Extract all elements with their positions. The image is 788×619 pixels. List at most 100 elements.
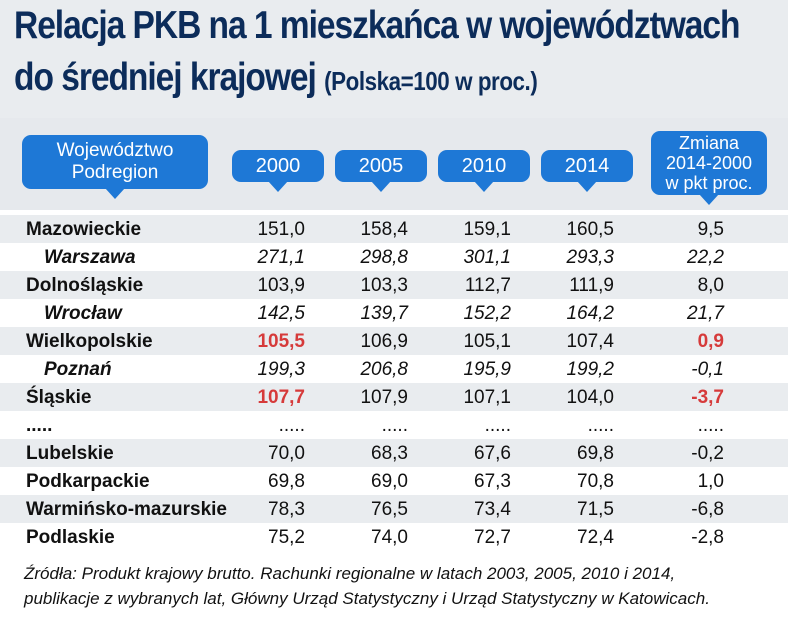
value-2005: 68,3 [371, 443, 408, 464]
region-name: ..... [26, 415, 53, 436]
value-2010: 72,7 [474, 527, 511, 548]
value-2010: 73,4 [474, 499, 511, 520]
value-2014: 107,4 [566, 331, 614, 352]
value-2014: 293,3 [566, 247, 614, 268]
value-2000: 75,2 [268, 527, 305, 548]
table-row: Warmińsko-mazurskie 78,3 76,5 73,4 71,5 … [0, 495, 788, 523]
value-2010: 301,1 [463, 247, 511, 268]
value-2005: 206,8 [360, 359, 408, 380]
value-change: 22,2 [687, 247, 724, 268]
value-2010: ..... [484, 415, 511, 436]
value-2014: 72,4 [577, 527, 614, 548]
value-change: 21,7 [687, 303, 724, 324]
value-2010: 67,6 [474, 443, 511, 464]
value-2005: 158,4 [360, 219, 408, 240]
page-subtitle: (Polska=100 w proc.) [324, 66, 538, 96]
region-name: Wrocław [44, 303, 122, 324]
value-2005: 139,7 [360, 303, 408, 324]
table-row: Warszawa 271,1 298,8 301,1 293,3 22,2 [0, 243, 788, 271]
value-2000: 69,8 [268, 471, 305, 492]
value-2000: 103,9 [257, 275, 305, 296]
value-change: -3,7 [691, 387, 724, 408]
table-row: Wielkopolskie 105,5 106,9 105,1 107,4 0,… [0, 327, 788, 355]
region-name: Wielkopolskie [26, 331, 153, 352]
value-change: -6,8 [691, 499, 724, 520]
value-2010: 105,1 [463, 331, 511, 352]
source-note-line2: publikacje z wybranych lat, Główny Urząd… [24, 589, 710, 608]
table-row: Mazowieckie 151,0 158,4 159,1 160,5 9,5 [0, 215, 788, 243]
value-2010: 152,2 [463, 303, 511, 324]
value-2005: ..... [381, 415, 408, 436]
value-2000: 78,3 [268, 499, 305, 520]
column-header-2014: 2014 [541, 150, 633, 192]
value-2000: 70,0 [268, 443, 305, 464]
region-name: Dolnośląskie [26, 275, 144, 296]
value-2005: 76,5 [371, 499, 408, 520]
value-2014: 164,2 [566, 303, 614, 324]
region-name: Lubelskie [26, 443, 114, 464]
value-change: 1,0 [697, 471, 724, 492]
column-header-change: Zmiana 2014-2000 w pkt proc. [651, 131, 767, 205]
table-row: Wrocław 142,5 139,7 152,2 164,2 21,7 [0, 299, 788, 327]
value-2014: 111,9 [569, 275, 614, 296]
value-2000: ..... [278, 415, 305, 436]
source-note: Źródła: Produkt krajowy brutto. Rachunki… [24, 561, 710, 611]
column-header-region-label: Województwo Podregion [56, 140, 174, 183]
table-row: Podkarpackie 69,8 69,0 67,3 70,8 1,0 [0, 467, 788, 495]
table-row: Dolnośląskie 103,9 103,3 112,7 111,9 8,0 [0, 271, 788, 299]
value-2000: 142,5 [257, 303, 305, 324]
value-2005: 106,9 [360, 331, 408, 352]
value-change: 0,9 [697, 331, 724, 352]
value-2014: 70,8 [577, 471, 614, 492]
table-row: Poznań 199,3 206,8 195,9 199,2 -0,1 [0, 355, 788, 383]
region-name: Warszawa [44, 247, 136, 268]
value-2000: 107,7 [257, 387, 305, 408]
source-note-line1: Źródła: Produkt krajowy brutto. Rachunki… [24, 564, 676, 583]
region-name: Warmińsko-mazurskie [26, 499, 227, 520]
value-2014: 71,5 [577, 499, 614, 520]
column-header-2005: 2005 [335, 150, 427, 192]
region-name: Śląskie [26, 387, 92, 408]
value-2010: 112,7 [464, 275, 511, 296]
region-name: Podkarpackie [26, 471, 150, 492]
value-2014: 199,2 [566, 359, 614, 380]
value-2005: 69,0 [371, 471, 408, 492]
column-header-region: Województwo Podregion [22, 135, 208, 199]
column-header-2010: 2010 [438, 150, 530, 192]
region-name: Mazowieckie [26, 219, 142, 240]
value-2000: 151,0 [257, 219, 305, 240]
value-change: -0,1 [691, 359, 724, 380]
page-title: Relacja PKB na 1 mieszkańca w województw… [14, 4, 740, 47]
value-2010: 159,1 [463, 219, 511, 240]
table-row: Lubelskie 70,0 68,3 67,6 69,8 -0,2 [0, 439, 788, 467]
value-2014: ..... [587, 415, 614, 436]
value-2010: 67,3 [474, 471, 511, 492]
table-row: Śląskie 107,7 107,9 107,1 104,0 -3,7 [0, 383, 788, 411]
value-2000: 199,3 [257, 359, 305, 380]
value-2005: 298,8 [360, 247, 408, 268]
table-row: ..... ..... ..... ..... ..... ..... [0, 411, 788, 439]
value-2005: 107,9 [360, 387, 408, 408]
value-2000: 271,1 [257, 247, 305, 268]
value-2014: 104,0 [566, 387, 614, 408]
value-2000: 105,5 [257, 331, 305, 352]
value-2014: 160,5 [566, 219, 614, 240]
region-name: Podlaskie [26, 527, 115, 548]
header: Relacja PKB na 1 mieszkańca w województw… [0, 0, 788, 118]
value-2014: 69,8 [577, 443, 614, 464]
column-header-2000: 2000 [232, 150, 324, 192]
column-header-change-label: Zmiana 2014-2000 w pkt proc. [665, 133, 753, 193]
value-2010: 195,9 [463, 359, 511, 380]
value-change: -2,8 [691, 527, 724, 548]
value-2010: 107,1 [463, 387, 511, 408]
table-row: Podlaskie 75,2 74,0 72,7 72,4 -2,8 [0, 523, 788, 551]
page-title-line2: do średniej krajowej (Polska=100 w proc.… [14, 56, 538, 100]
page-title-line2-text: do średniej krajowej [14, 56, 317, 99]
value-change: 8,0 [697, 275, 724, 296]
value-2005: 74,0 [371, 527, 408, 548]
value-2005: 103,3 [360, 275, 408, 296]
value-change: -0,2 [691, 443, 724, 464]
value-change: 9,5 [697, 219, 724, 240]
region-name: Poznań [44, 359, 112, 380]
value-change: ..... [697, 415, 724, 436]
